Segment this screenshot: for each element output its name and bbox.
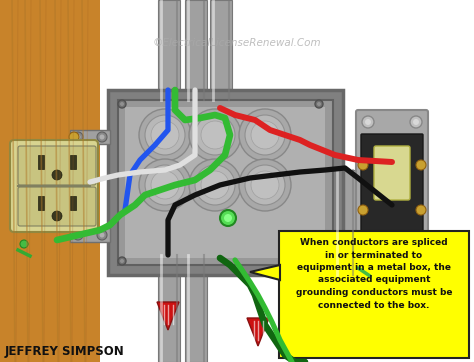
FancyBboxPatch shape (279, 231, 469, 358)
FancyBboxPatch shape (38, 155, 44, 169)
Circle shape (145, 165, 185, 205)
Circle shape (120, 259, 124, 263)
FancyBboxPatch shape (10, 140, 98, 232)
Circle shape (224, 214, 232, 222)
Circle shape (251, 121, 279, 149)
Circle shape (365, 119, 371, 125)
Circle shape (151, 171, 179, 199)
Circle shape (52, 211, 62, 221)
Circle shape (245, 165, 285, 205)
Circle shape (315, 257, 323, 265)
Circle shape (100, 232, 104, 237)
Circle shape (69, 132, 79, 142)
Circle shape (97, 132, 107, 142)
FancyBboxPatch shape (70, 130, 110, 144)
Circle shape (195, 115, 235, 155)
Circle shape (416, 205, 426, 215)
Circle shape (100, 135, 104, 139)
Circle shape (413, 119, 419, 125)
Circle shape (118, 100, 126, 108)
Circle shape (410, 116, 422, 128)
Circle shape (195, 165, 235, 205)
Circle shape (139, 109, 191, 161)
FancyBboxPatch shape (70, 196, 76, 210)
Circle shape (73, 230, 83, 240)
FancyBboxPatch shape (70, 155, 76, 169)
Circle shape (189, 109, 241, 161)
FancyBboxPatch shape (158, 255, 180, 362)
Circle shape (139, 159, 191, 211)
Circle shape (145, 115, 185, 155)
FancyBboxPatch shape (70, 228, 110, 242)
Circle shape (20, 240, 28, 248)
FancyBboxPatch shape (185, 255, 207, 362)
Circle shape (362, 116, 374, 128)
Circle shape (413, 267, 419, 273)
Circle shape (120, 102, 124, 106)
Circle shape (251, 171, 279, 199)
FancyBboxPatch shape (18, 187, 96, 226)
Text: JEFFREY SIMPSON: JEFFREY SIMPSON (5, 345, 125, 358)
Circle shape (315, 100, 323, 108)
FancyBboxPatch shape (210, 0, 232, 100)
Circle shape (73, 132, 83, 142)
Circle shape (239, 159, 291, 211)
Circle shape (362, 264, 374, 276)
Circle shape (317, 102, 321, 106)
Circle shape (118, 257, 126, 265)
FancyBboxPatch shape (125, 107, 325, 258)
FancyBboxPatch shape (18, 146, 96, 185)
FancyBboxPatch shape (361, 134, 423, 256)
Circle shape (220, 210, 236, 226)
Text: When conductors are spliced
in or terminated to
equipment in a metal box, the
as: When conductors are spliced in or termin… (296, 238, 452, 310)
Circle shape (239, 109, 291, 161)
FancyBboxPatch shape (356, 110, 428, 282)
Circle shape (365, 267, 371, 273)
Circle shape (201, 171, 229, 199)
Circle shape (245, 115, 285, 155)
Circle shape (410, 264, 422, 276)
FancyBboxPatch shape (118, 100, 333, 265)
FancyBboxPatch shape (185, 0, 207, 100)
Circle shape (75, 232, 81, 237)
FancyBboxPatch shape (38, 196, 44, 210)
Circle shape (387, 243, 397, 253)
Polygon shape (157, 302, 179, 330)
FancyBboxPatch shape (374, 146, 410, 200)
FancyBboxPatch shape (108, 90, 343, 275)
Circle shape (317, 259, 321, 263)
Circle shape (151, 121, 179, 149)
Circle shape (52, 170, 62, 180)
Polygon shape (250, 265, 280, 280)
Circle shape (358, 160, 368, 170)
Text: ©ElectricalLicenseRenewal.Com: ©ElectricalLicenseRenewal.Com (153, 38, 321, 48)
FancyBboxPatch shape (158, 0, 180, 100)
Circle shape (416, 160, 426, 170)
Circle shape (189, 159, 241, 211)
FancyBboxPatch shape (0, 0, 100, 362)
Circle shape (75, 135, 81, 139)
Circle shape (97, 230, 107, 240)
Circle shape (358, 205, 368, 215)
Polygon shape (247, 318, 269, 346)
FancyBboxPatch shape (334, 170, 356, 275)
Circle shape (201, 121, 229, 149)
